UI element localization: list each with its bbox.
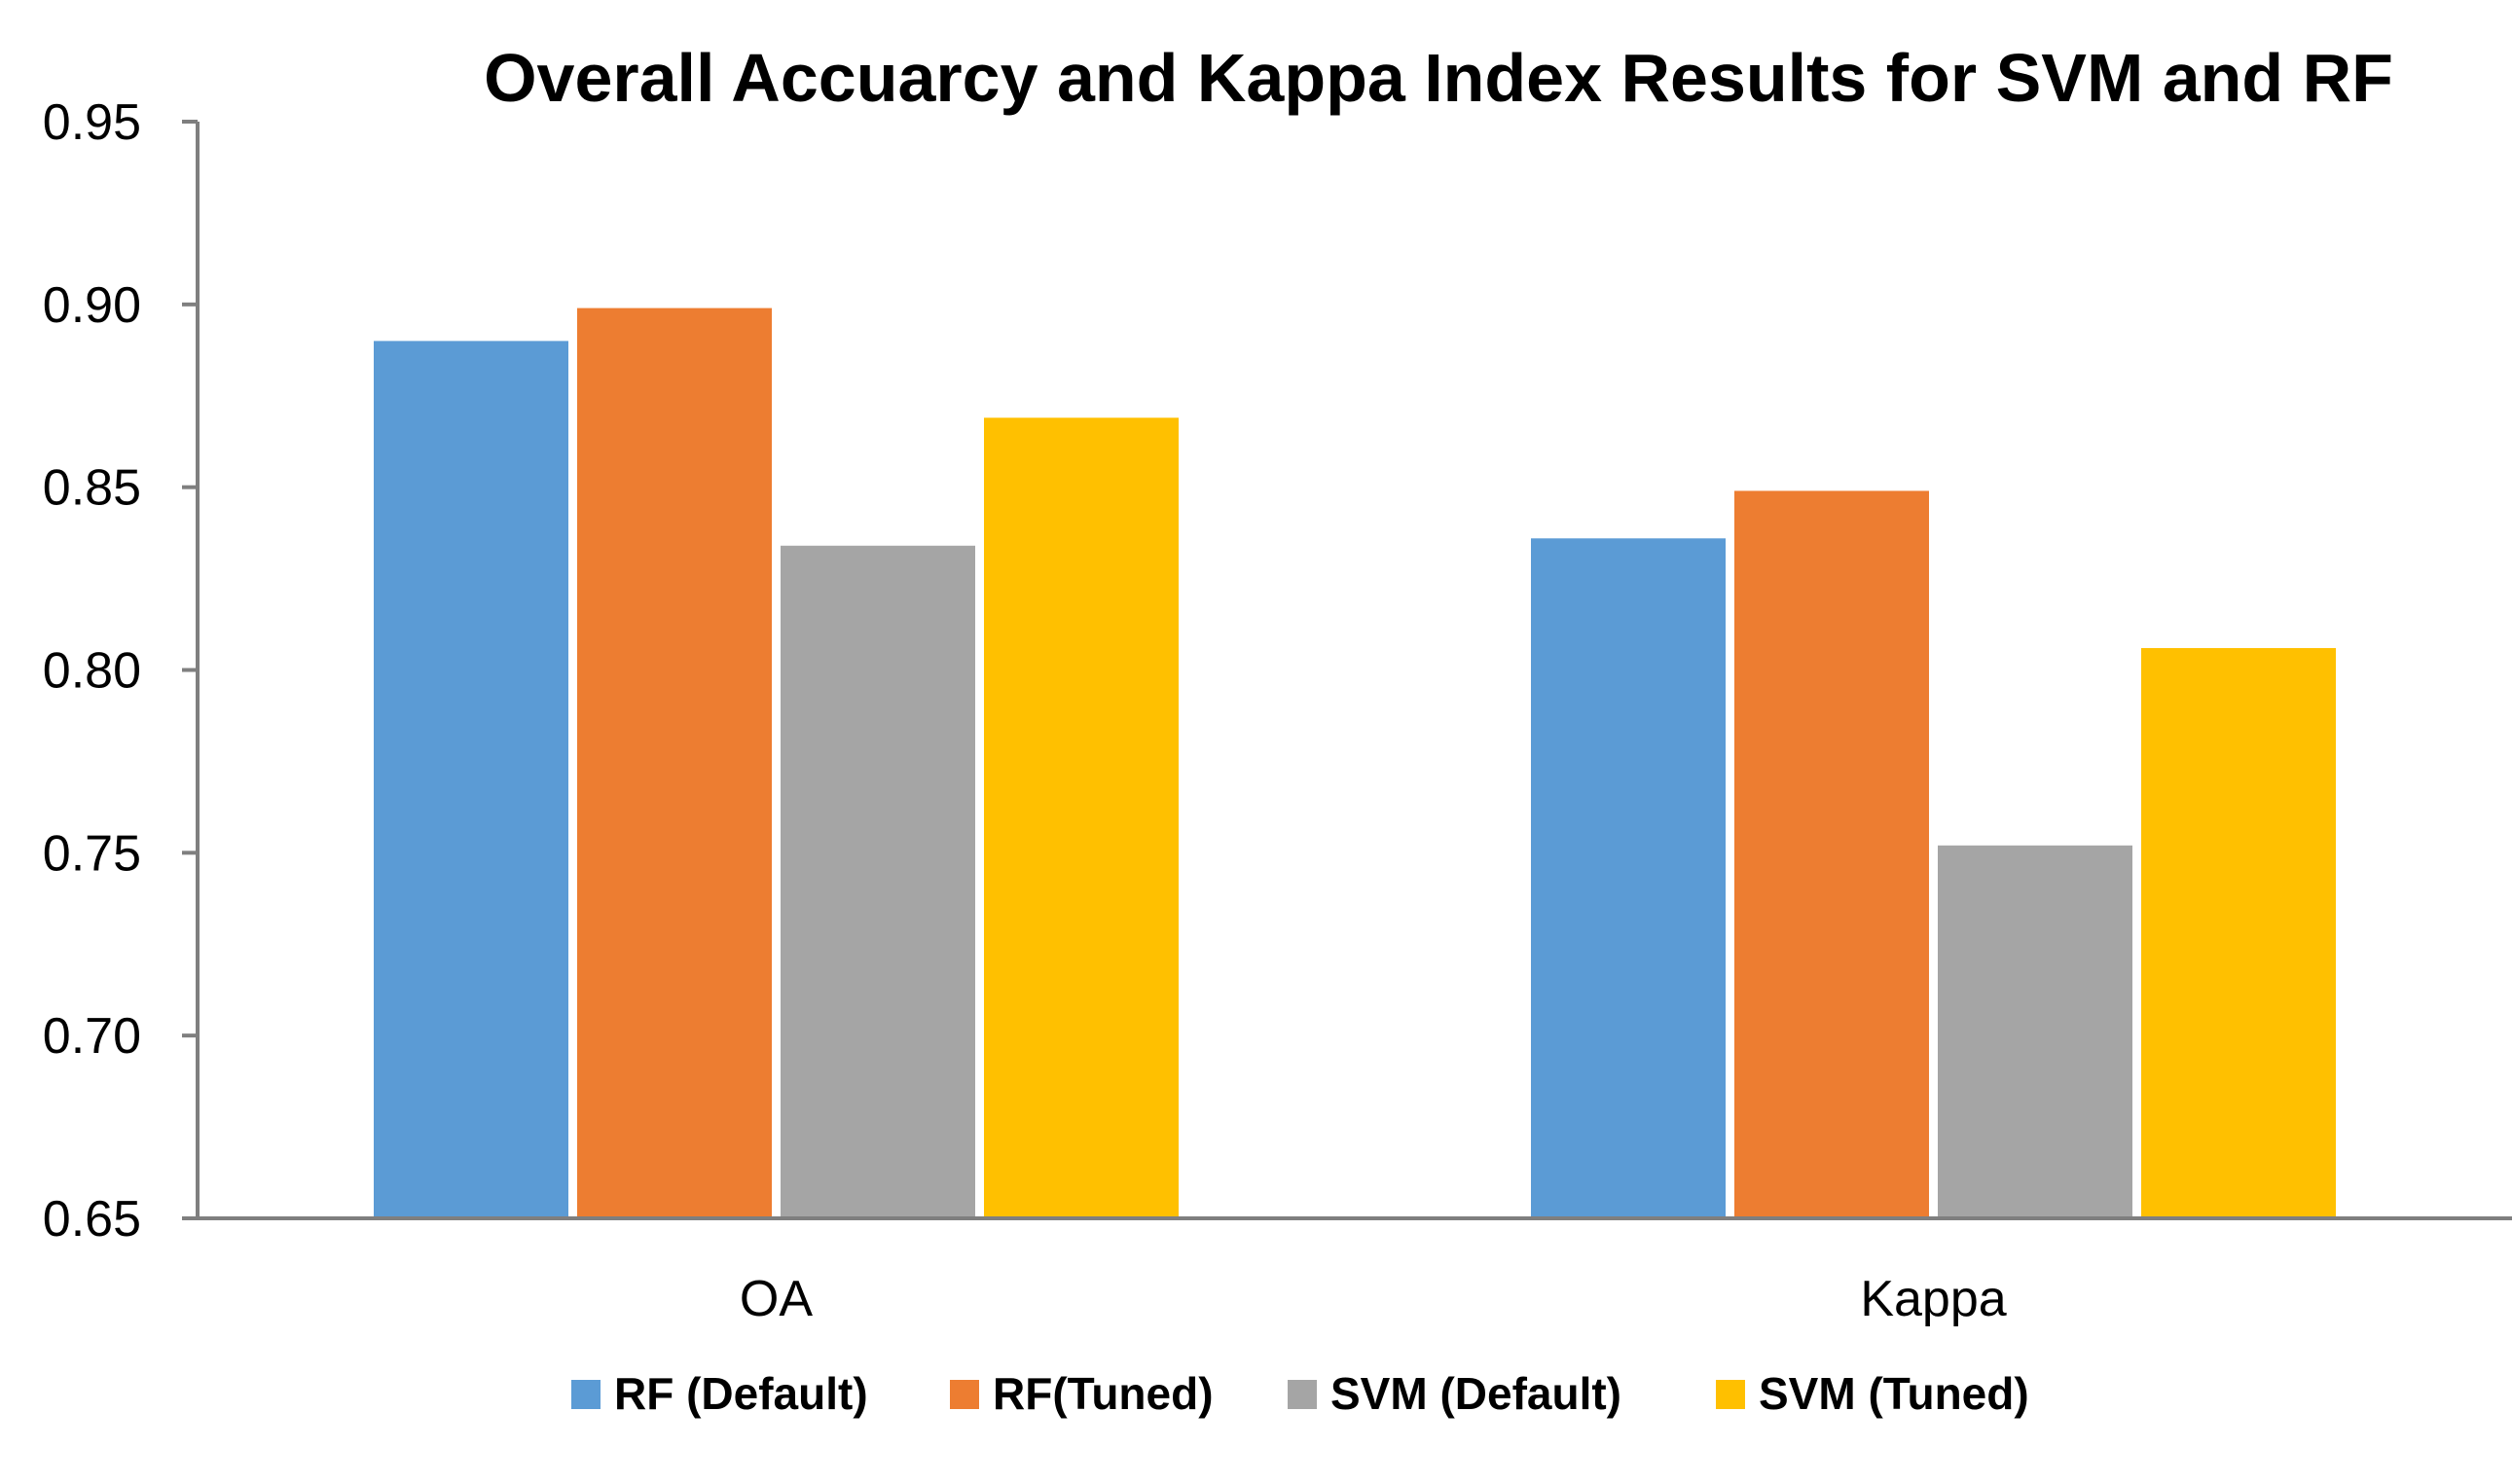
y-tick-label: 0.90	[43, 277, 141, 334]
bar-oa-series-3	[984, 417, 1179, 1218]
bar-kappa-series-1	[1734, 490, 1929, 1218]
legend-swatch	[571, 1380, 601, 1409]
legend-label: RF (Default)	[614, 1368, 868, 1419]
bar-oa-series-1	[577, 308, 772, 1219]
y-tick-label: 0.70	[43, 1008, 141, 1065]
bar-oa-series-0	[374, 341, 568, 1218]
x-tick-label: Kappa	[1860, 1271, 2006, 1327]
x-tick-label: OA	[740, 1271, 813, 1327]
legend-swatch	[1288, 1380, 1317, 1409]
legend-label: SVM (Default)	[1330, 1368, 1621, 1419]
y-tick-label: 0.65	[43, 1191, 141, 1248]
y-tick-label: 0.95	[43, 94, 141, 151]
chart-title: Overall Accuarcy and Kappa Index Results…	[484, 40, 2393, 116]
bar-kappa-series-2	[1938, 845, 2132, 1218]
bars-layer	[374, 308, 2336, 1219]
legend-label: RF(Tuned)	[993, 1368, 1214, 1419]
legend-swatch	[1716, 1380, 1745, 1409]
y-tick-label: 0.85	[43, 460, 141, 517]
y-tick-label: 0.80	[43, 643, 141, 700]
bar-kappa-series-3	[2141, 647, 2336, 1218]
axes-layer: OA Kappa 0.65 0.70 0.75 0.80 0.85 0.90 0.95	[43, 94, 2512, 1327]
bar-kappa-series-0	[1531, 538, 1726, 1218]
legend-swatch	[950, 1380, 979, 1409]
bar-oa-series-2	[781, 545, 975, 1218]
legend: RF (Default) RF(Tuned) SVM (Default) SVM (T…	[571, 1368, 2029, 1419]
legend-label: SVM (Tuned)	[1759, 1368, 2029, 1419]
y-tick-label: 0.75	[43, 825, 141, 882]
